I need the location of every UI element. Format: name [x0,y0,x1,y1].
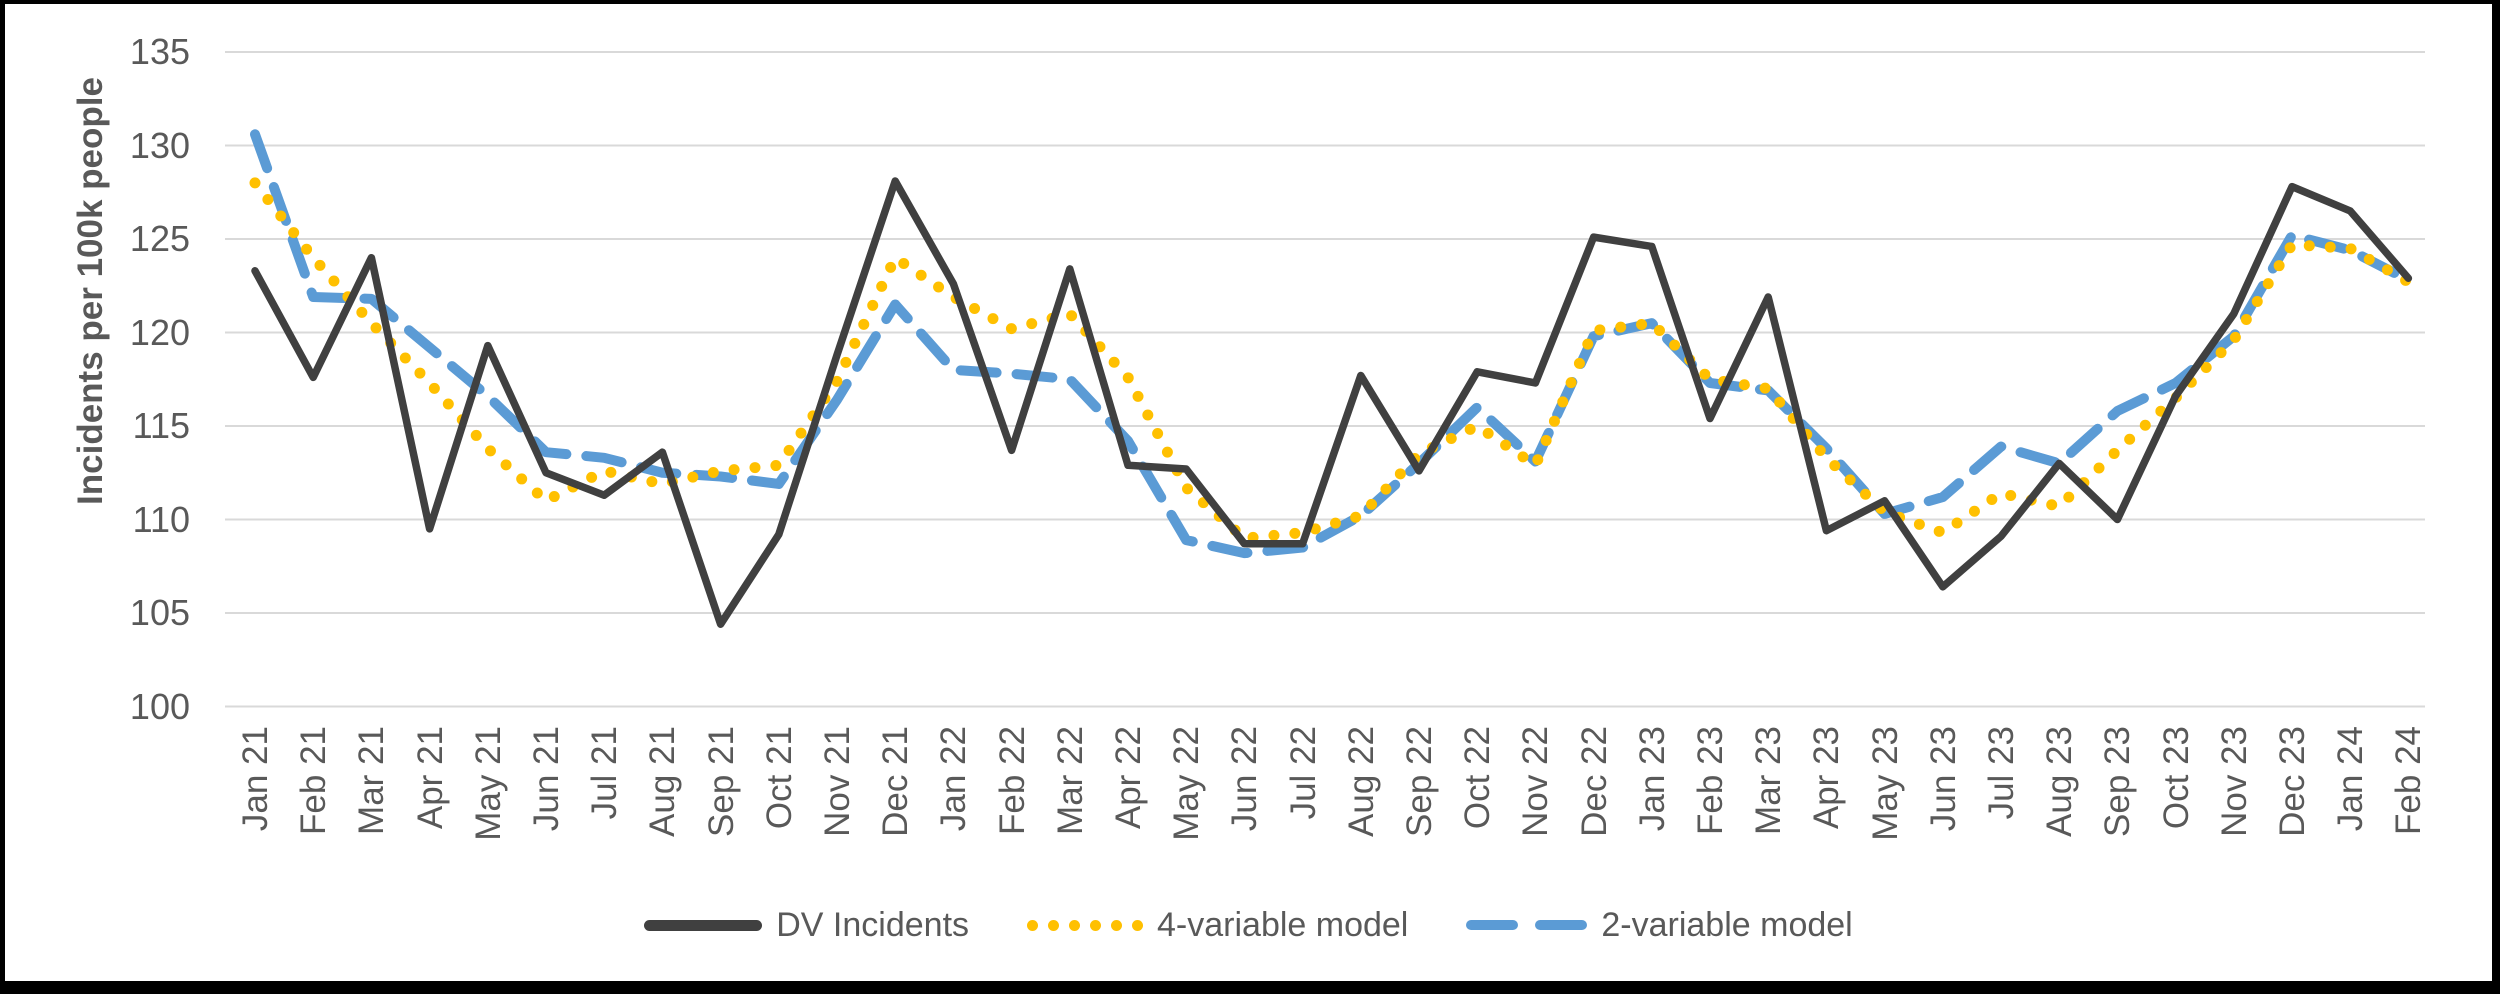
x-tick-label: Nov 21 [818,726,857,837]
x-tick-label: Dec 23 [2273,726,2312,837]
x-tick-label: Apr 21 [410,726,450,830]
x-tick-label: Aug 21 [643,726,683,837]
x-tick-label: Feb 21 [294,726,334,835]
y-tick-label: 110 [132,498,190,540]
x-tick-label: Jul 21 [585,726,625,820]
x-tick-label: Sep 22 [1400,726,1439,837]
series-line-4-variable-model [249,177,2414,544]
dashed-line-swatch-icon [1466,920,1588,930]
x-tick-label: Feb 22 [992,726,1032,835]
legend-label: 4-variable model [1157,905,1409,944]
x-tick-label: Dec 21 [876,726,916,837]
x-tick-label: Mar 21 [352,726,392,835]
y-tick-label: 135 [129,31,190,72]
x-tick-label: Oct 22 [1458,726,1498,830]
x-tick-label: Aug 22 [1341,726,1381,837]
y-tick-label: 100 [129,685,190,727]
legend-item-dv-incidents: DV Incidents [644,906,969,945]
solid-line-swatch-icon [644,919,763,931]
x-tick-label: Dec 22 [1574,726,1614,837]
x-tick-label: Sep 23 [2098,726,2138,837]
x-tick-label: Jul 22 [1283,726,1323,820]
y-tick-label: 120 [129,311,190,353]
legend: DV Incidents 4-variable model 2-variable… [5,897,2492,953]
dotted-line-swatch-icon [1027,919,1144,931]
x-tick-label: Apr 22 [1109,726,1148,830]
x-tick-label: Oct 21 [759,726,799,830]
legend-item-4-variable-model: 4-variable model [1027,906,1408,945]
series-line-dv-incidents [251,177,2413,628]
x-tick-label: Jan 24 [2331,726,2371,832]
x-tick-label: Jan 21 [236,726,275,832]
x-tick-label: Mar 22 [1050,726,1090,835]
series-line-2-variable-model [250,129,2414,559]
x-tick-label: Mar 23 [1749,726,1789,835]
y-tick-label: 130 [129,124,190,166]
x-tick-label: May 23 [1865,726,1905,841]
x-tick-label: Jan 22 [934,726,974,832]
y-tick-label: 115 [132,405,190,446]
chart-canvas: Incidents per 100k people 135 130 125 120 11… [5,4,2492,981]
x-tick-label: Feb 23 [1691,726,1730,835]
y-tick-label: 105 [129,592,190,633]
x-tick-label: Nov 23 [2214,726,2254,837]
x-tick-label: May 21 [468,726,508,841]
x-tick-label: Aug 23 [2040,726,2080,837]
y-tick-label: 125 [129,218,190,259]
x-tick-label: Jan 23 [1632,726,1672,832]
legend-label: 2-variable model [1601,905,1853,944]
x-tick-label: Jun 22 [1225,726,1265,832]
x-tick-label: Nov 22 [1516,726,1556,837]
chart-svg [225,51,2425,708]
x-tick-label: Jul 23 [1982,726,2021,820]
x-tick-label: Oct 23 [2156,726,2196,830]
legend-item-2-variable-model: 2-variable model [1466,905,1853,945]
legend-label: DV Incidents [776,905,970,944]
x-tick-label: Jun 21 [527,726,566,832]
x-tick-label: Feb 24 [2389,726,2429,835]
x-tick-label: May 22 [1167,726,1207,841]
x-tick-label: Jun 23 [1923,726,1963,832]
x-tick-label: Sep 21 [701,726,741,837]
x-tick-label: Apr 23 [1807,726,1847,830]
